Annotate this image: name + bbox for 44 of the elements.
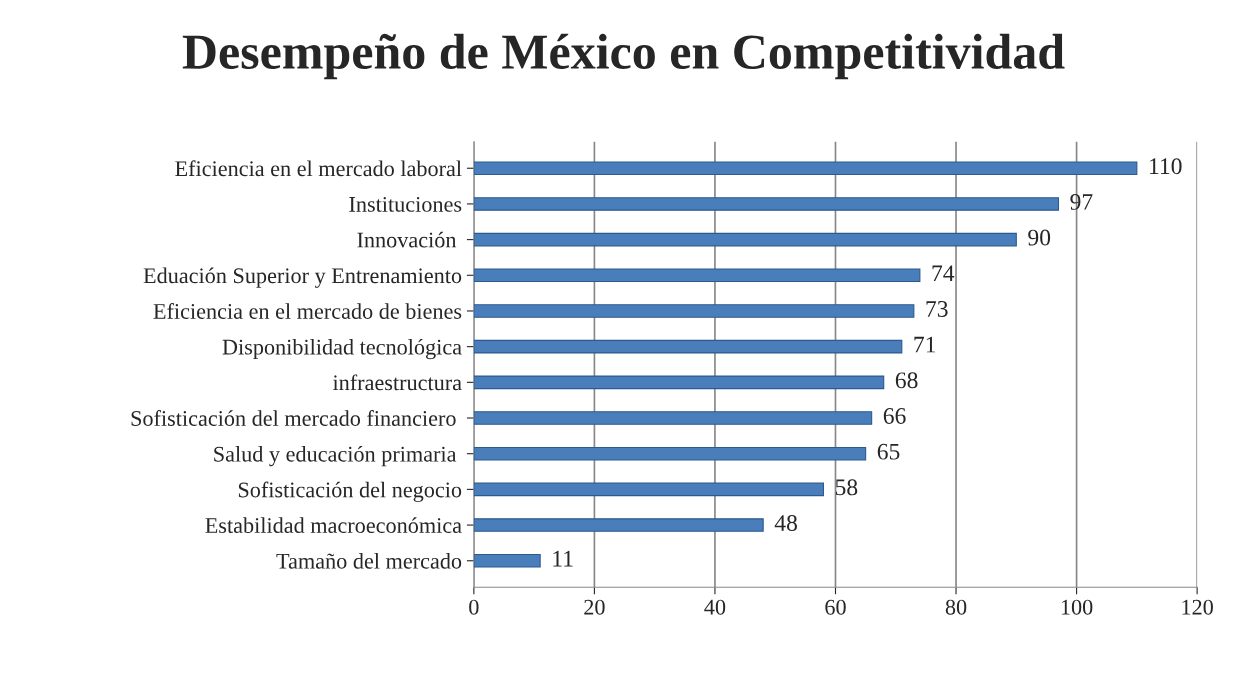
y-tick-label: Eduación Superior y Entrenamiento — [143, 267, 462, 288]
y-tick-label: Disponibilidad tecnológica — [222, 338, 462, 360]
data-label: 74 — [932, 265, 955, 281]
bar — [473, 339, 903, 354]
x-tick-label: 20 — [584, 599, 605, 615]
data-label: 65 — [877, 443, 900, 460]
data-label: 110 — [1150, 158, 1182, 175]
y-tick-label: Sofisticación del negocio — [238, 481, 462, 503]
data-label: 48 — [774, 515, 797, 531]
x-tick-label: 100 — [1061, 599, 1093, 615]
bar — [473, 375, 885, 390]
bar — [473, 161, 1138, 176]
bar — [473, 304, 915, 318]
x-tick-label: 40 — [704, 599, 726, 615]
data-label: 66 — [883, 408, 906, 424]
data-label: 90 — [1028, 229, 1051, 246]
x-tick-label: 80 — [945, 599, 967, 615]
bar — [473, 553, 541, 568]
y-tick-label: Estabilidad macroeconómica — [205, 517, 462, 533]
data-label: 68 — [895, 372, 918, 389]
y-tick-label: Eficiencia en el mercado de bienes — [153, 303, 462, 319]
y-tick-label: Salud y educación primaria — [214, 445, 457, 467]
bar — [473, 411, 873, 425]
chart-title: Desempeño de México en Competitividad — [182, 33, 1065, 80]
bar — [473, 482, 824, 497]
data-label: 97 — [1070, 193, 1093, 210]
data-label: 11 — [553, 550, 573, 567]
bar — [473, 518, 764, 532]
data-label: 73 — [926, 301, 948, 317]
data-label: 58 — [835, 479, 858, 496]
y-tick-label: Instituciones — [349, 196, 462, 212]
bar — [473, 232, 1017, 247]
y-tick-label: infraestructura — [332, 374, 462, 391]
y-tick-label: Tamaño del mercado — [276, 553, 462, 569]
x-tick-label: 60 — [825, 599, 846, 615]
y-tick-label: Eficiencia en el mercado laboral — [175, 160, 462, 177]
bar — [473, 446, 867, 461]
y-tick-label: Sofisticación del mercado financiero — [131, 410, 456, 426]
x-tick-label: 120 — [1182, 599, 1213, 615]
y-tick-label: Innovación — [357, 231, 457, 248]
bar — [473, 268, 921, 283]
data-label: 71 — [914, 336, 936, 353]
bar — [473, 197, 1060, 211]
x-tick-label: 0 — [469, 599, 479, 615]
